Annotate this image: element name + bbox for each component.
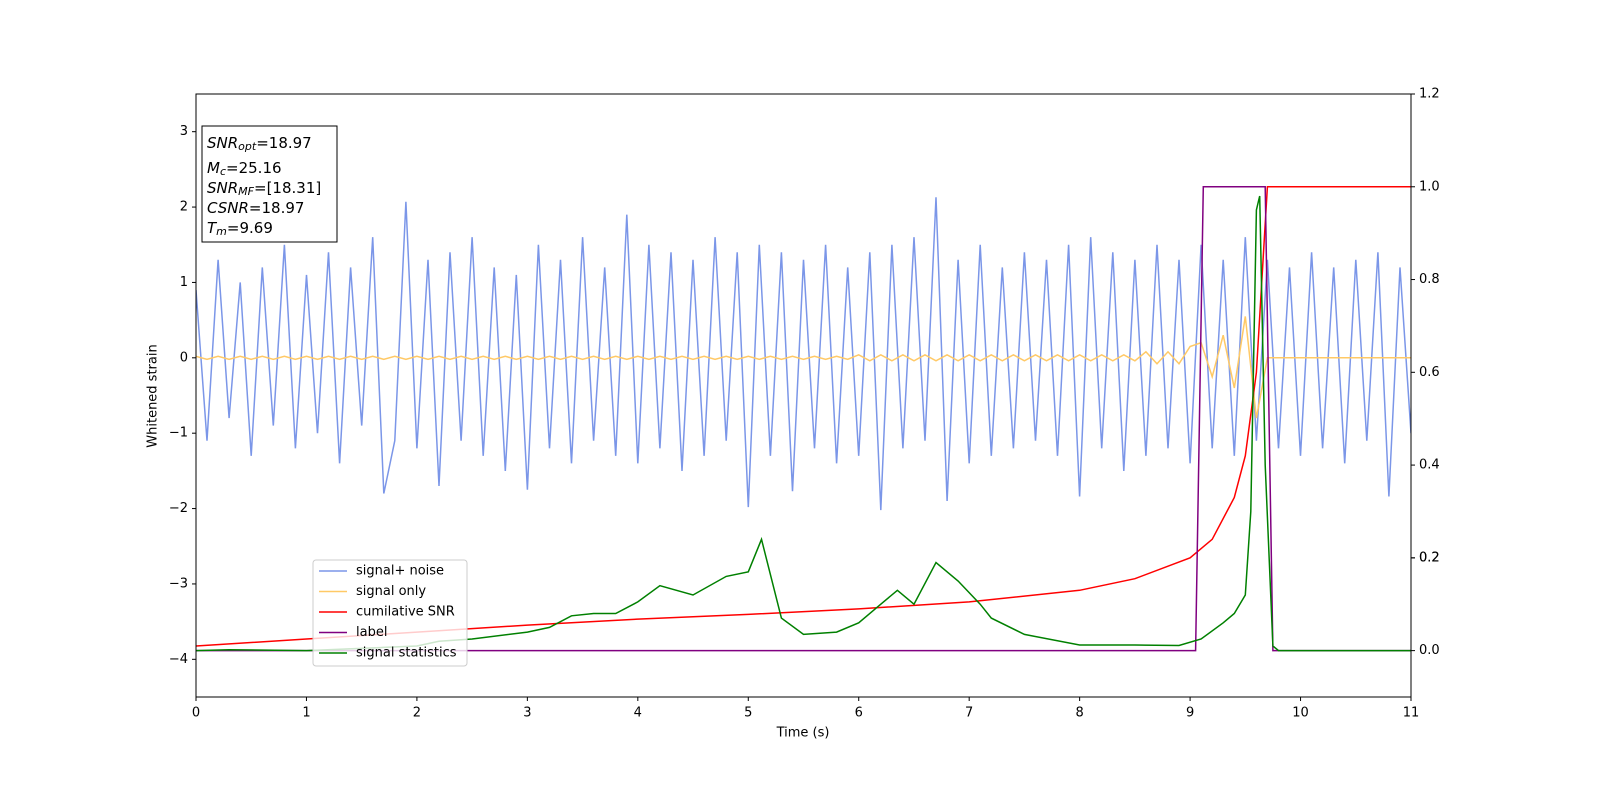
plot-frame	[195, 93, 1412, 698]
x-tick-label: 2	[413, 706, 421, 721]
annotation-subscript: opt	[238, 140, 257, 153]
y-tick-label: −2	[169, 501, 188, 516]
y-tick-label: −1	[169, 426, 188, 441]
annotation-line: Tm=9.69	[207, 219, 273, 239]
legend-label: signal statistics	[356, 646, 457, 661]
x-tick-label: 9	[1186, 706, 1194, 721]
legend-label: cumilative SNR	[356, 605, 455, 620]
y2-tick-label: 0.4	[1419, 458, 1440, 473]
y2-tick-label: 0.0	[1419, 643, 1440, 658]
annotation-symbol: SNR	[207, 179, 238, 197]
annotation-box	[201, 125, 338, 243]
y-tick-label: 3	[180, 124, 188, 139]
annotation-symbol: M	[207, 159, 220, 177]
legend-box	[312, 559, 468, 667]
annotation-symbol: T	[207, 219, 218, 237]
series-line	[196, 316, 1411, 419]
annotation-subscript: m	[216, 225, 227, 238]
y2-tick-label: 0.2	[1419, 550, 1440, 565]
x-tick-label: 5	[744, 706, 752, 721]
legend-label: signal+ noise	[356, 564, 444, 579]
annotation-symbol: SNR	[207, 134, 238, 152]
y-axis-label: Whitened strain	[146, 344, 161, 447]
annotation-subscript: c	[220, 165, 226, 178]
y2-tick-label: 0.6	[1419, 365, 1440, 380]
series-line	[196, 197, 1411, 511]
series-line	[196, 186, 1411, 647]
annotation-line: CSNR=18.97	[207, 199, 304, 217]
x-tick-label: 7	[965, 706, 973, 721]
legend-label: signal only	[356, 584, 426, 599]
y2-tick-label: 0.2	[1419, 550, 1440, 565]
x-tick-label: 6	[855, 706, 863, 721]
y2-tick-label: 0.8	[1419, 272, 1440, 287]
y2-tick-label: 1.0	[1419, 179, 1440, 194]
x-tick-label: 0	[192, 706, 200, 721]
series-line	[196, 195, 1411, 652]
y-tick-label: 1	[180, 275, 188, 290]
annotation-value: =[18.31]	[254, 179, 321, 197]
annotation-value: =18.97	[249, 199, 305, 217]
annotation-value: =18.97	[256, 134, 312, 152]
y-tick-label: 0	[180, 350, 188, 365]
annotation-symbol: CSNR	[207, 199, 249, 217]
annotation-value: =25.16	[226, 159, 282, 177]
x-tick-label: 1	[302, 706, 310, 721]
x-tick-label: 3	[523, 706, 531, 721]
annotation-line: SNRopt=18.97	[207, 134, 312, 154]
y2-tick-label: 1.2	[1419, 87, 1440, 102]
y-tick-label: −3	[169, 576, 188, 591]
y-tick-label: −4	[169, 652, 188, 667]
annotation-value: =9.69	[227, 219, 273, 237]
x-tick-label: 4	[634, 706, 642, 721]
legend-label: label	[356, 625, 387, 640]
annotation-line: Mc=25.16	[207, 159, 282, 179]
x-axis-label: Time (s)	[776, 726, 830, 741]
annotation-subscript: MF	[238, 185, 254, 198]
x-tick-label: 10	[1292, 706, 1309, 721]
y-tick-label: 2	[180, 200, 188, 215]
annotation-line: SNRMF=[18.31]	[207, 179, 321, 199]
x-tick-label: 8	[1075, 706, 1083, 721]
x-tick-label: 11	[1403, 706, 1420, 721]
